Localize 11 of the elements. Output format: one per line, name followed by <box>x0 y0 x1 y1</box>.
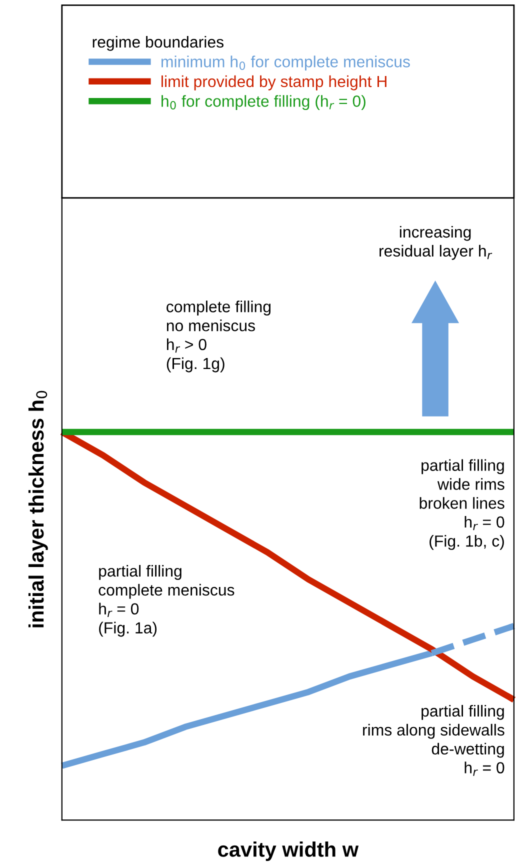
legend-label: minimum h$_{0}$ for complete meniscus <box>162 56 410 71</box>
text: increasing residual layer h$_{r}$ <box>380 226 492 260</box>
text: complete filling no meniscus h$_{r}$ > 0 (Fig. 1g) <box>166 300 270 372</box>
annotation: partial filling rims along sidewalls de-wetting h$_{r}$ = 0 <box>363 704 504 776</box>
legend-label: h$_{0}$ for complete filling (h$_{r}$ = 0) <box>162 95 366 110</box>
x-axis-title: cavity width w <box>218 842 359 861</box>
annotation: partial filling complete meniscus h$_{r}$ = 0 (Fig. 1a) <box>98 564 234 637</box>
y-axis-title: initial layer thickness h$_{0}$ <box>28 390 48 628</box>
legend-title: regime boundaries <box>92 36 224 51</box>
annotation: partial filling wide rims broken lines h$_{r}$ = 0 (Fig. 1b, c) <box>420 459 504 550</box>
legend-label: limit provided by stamp height H <box>162 75 386 90</box>
